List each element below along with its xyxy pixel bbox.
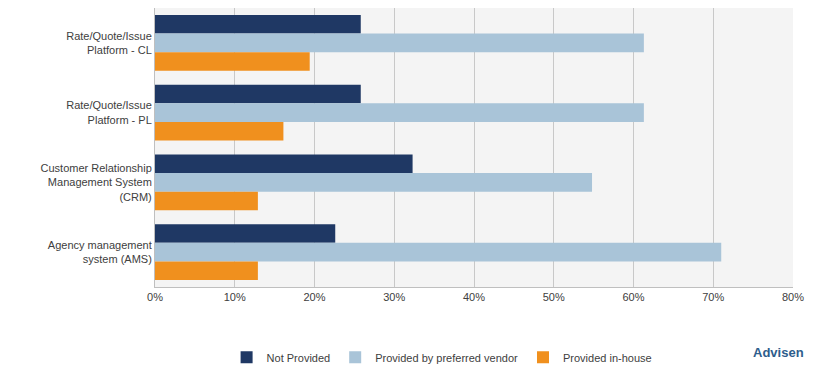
svg-text:Customer RelationshipManagemen: Customer RelationshipManagement System(C… — [41, 162, 152, 203]
svg-text:40%: 40% — [463, 291, 485, 303]
svg-text:Rate/Quote/IssuePlatform - PL: Rate/Quote/IssuePlatform - PL — [66, 99, 152, 125]
svg-text:30%: 30% — [383, 291, 405, 303]
svg-text:70%: 70% — [702, 291, 724, 303]
svg-text:10%: 10% — [224, 291, 246, 303]
svg-text:20%: 20% — [303, 291, 325, 303]
svg-text:50%: 50% — [543, 291, 565, 303]
svg-text:Agency managementsystem (AMS): Agency managementsystem (AMS) — [48, 239, 152, 265]
svg-text:Not Provided: Not Provided — [267, 352, 331, 364]
svg-text:Advisen: Advisen — [753, 345, 804, 360]
svg-text:60%: 60% — [622, 291, 644, 303]
svg-text:80%: 80% — [782, 291, 804, 303]
svg-text:0%: 0% — [147, 291, 163, 303]
svg-text:Provided by preferred vendor: Provided by preferred vendor — [375, 352, 518, 364]
svg-text:Rate/Quote/IssuePlatform - CL: Rate/Quote/IssuePlatform - CL — [66, 30, 152, 56]
svg-text:Provided in-house: Provided in-house — [563, 352, 652, 364]
